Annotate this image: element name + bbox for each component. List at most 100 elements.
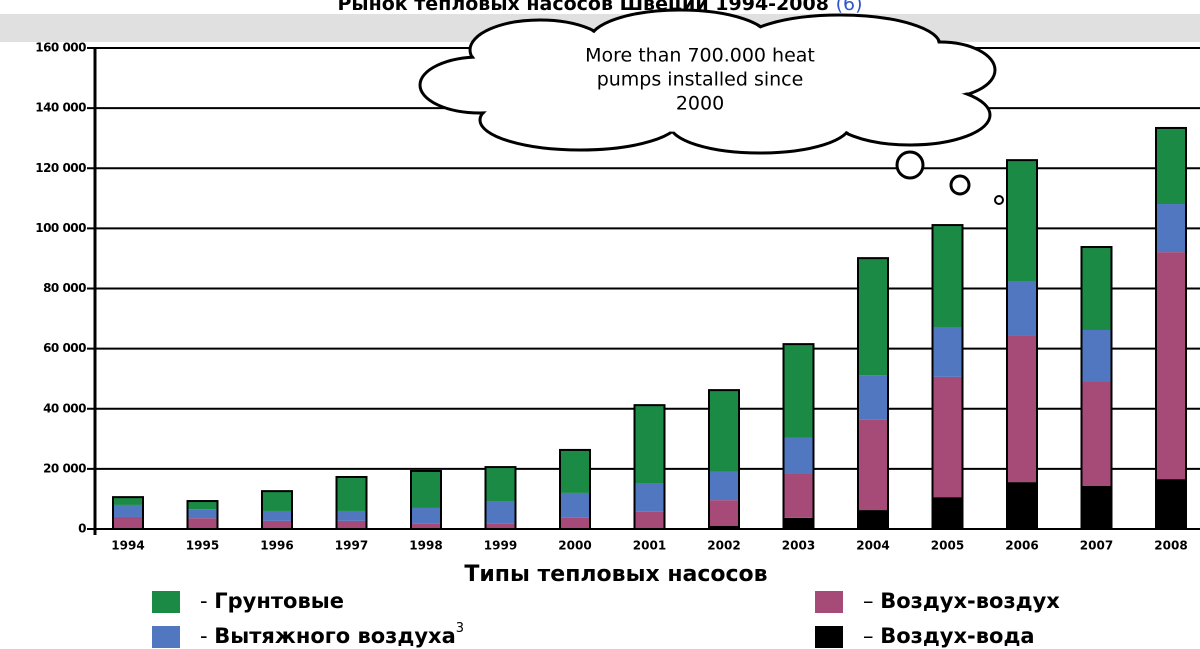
legend-swatch — [152, 591, 180, 613]
legend-name: Воздух-вода — [880, 624, 1034, 648]
bar-segment — [1007, 160, 1037, 281]
bar-segment — [858, 258, 888, 376]
bar-segment — [932, 376, 963, 498]
bar-segment — [113, 516, 143, 529]
legend-prefix: – — [863, 589, 874, 613]
bar-segment — [709, 500, 739, 526]
bar-segment — [411, 470, 441, 508]
annotation-line: pumps installed since — [597, 69, 804, 91]
y-tick-label: 60 000 — [43, 341, 86, 355]
bar-outline — [782, 343, 815, 530]
legend: – Воздух-вода – Воздух-воздух - Вытяжного … — [152, 589, 1060, 648]
bar-segment — [783, 473, 814, 518]
y-tick-label: 0 — [78, 522, 86, 536]
x-tick-label: 1995 — [186, 539, 219, 553]
legend-prefix: - — [200, 589, 208, 613]
bar-outline — [633, 404, 666, 530]
legend-prefix: - — [200, 624, 208, 648]
legend-swatch — [815, 591, 843, 613]
bar-outline — [484, 466, 517, 531]
legend-swatch — [815, 626, 843, 648]
bar-outline — [708, 389, 740, 530]
chart-title: Рынок тепловых насосов Швеции 1994-2008 … — [338, 0, 863, 15]
bar-segment — [709, 471, 739, 501]
x-tick-label: 2005 — [931, 539, 964, 553]
bar-segment — [1081, 247, 1112, 330]
x-tick-label: 1998 — [409, 539, 442, 553]
bar-segment — [1007, 280, 1037, 336]
bar-segment — [187, 501, 218, 510]
bar-segment — [932, 225, 963, 327]
bar-outline — [261, 490, 293, 530]
x-tick-label: 1994 — [111, 539, 144, 553]
bar-segment — [783, 437, 814, 474]
bar-segment — [634, 405, 665, 484]
bar-segment — [560, 492, 590, 518]
bar-segment — [560, 449, 590, 493]
legend-label: - Грунтовые — [200, 589, 344, 613]
legend-label: – Воздух-воздух — [863, 589, 1060, 613]
y-tick-label: 120 000 — [35, 161, 86, 175]
y-tick-label: 40 000 — [43, 401, 86, 415]
bar-segment — [1007, 335, 1037, 483]
bar-segment — [1156, 252, 1186, 480]
bar-segment — [560, 517, 590, 529]
bar-segment — [336, 476, 367, 511]
legend-prefix: – — [863, 624, 874, 648]
legend-label: - Вытяжного воздуха3 — [200, 621, 464, 649]
x-tick-label: 1996 — [260, 539, 293, 553]
bar-outline — [1155, 126, 1187, 530]
bar-segment — [783, 344, 814, 438]
bar-segment — [485, 501, 516, 524]
bar-segment — [411, 507, 441, 524]
bar-segment — [113, 504, 143, 517]
legend-name: Вытяжного воздуха — [214, 624, 455, 648]
legend-name: Грунтовые — [214, 589, 344, 613]
bar-segment — [187, 509, 218, 519]
bar-outline — [559, 448, 591, 531]
y-tick-label: 20 000 — [43, 461, 86, 475]
bar-segment — [858, 510, 888, 529]
legend-title: Типы тепловых насосов — [464, 562, 767, 587]
bar-segment — [187, 518, 218, 529]
x-tick-label: 2006 — [1005, 539, 1038, 553]
bar-outline — [186, 500, 219, 530]
annotation-line: More than 700.000 heat — [585, 45, 815, 67]
bar-segment — [634, 483, 665, 512]
bar-segment — [858, 419, 888, 511]
bar-segment — [709, 525, 739, 529]
title-ref: (6) — [836, 0, 863, 15]
bar-segment — [336, 510, 367, 521]
x-tick-label: 2004 — [856, 539, 889, 553]
bar-segment — [1081, 486, 1112, 529]
y-tick-label: 80 000 — [43, 281, 86, 295]
bar-segment — [1156, 127, 1186, 205]
legend-swatch — [152, 626, 180, 648]
bar-outline — [112, 496, 144, 531]
bar-outline — [410, 469, 442, 530]
bar-segment — [1081, 381, 1112, 487]
bar-segment — [783, 517, 814, 529]
legend-label: – Воздух-вода — [863, 624, 1035, 648]
title-text: Рынок тепловых насосов Швеции 1994-2008 — [338, 0, 829, 15]
bar-segment — [262, 510, 292, 521]
bar-segment — [411, 523, 441, 529]
x-tick-label: 1999 — [484, 539, 517, 553]
bar-segment — [1081, 329, 1112, 382]
x-tick-label: 2008 — [1154, 539, 1187, 553]
bar-segment — [485, 467, 516, 502]
bar-segment — [336, 520, 367, 529]
bar-segment — [858, 375, 888, 420]
bar-outline — [1006, 159, 1038, 530]
x-tick-label: 2000 — [558, 539, 591, 553]
x-tick-label: 2001 — [633, 539, 666, 553]
bar-segment — [1007, 482, 1037, 529]
legend-note: 3 — [456, 621, 464, 636]
bar-segment — [932, 326, 963, 377]
bars: 1994 1995 1996 1997 1998 1999 2000 2001 2002 2003… — [111, 126, 1188, 553]
bar-outline — [931, 224, 964, 531]
y-tick-label: 140 000 — [35, 101, 86, 115]
bar-outline — [1080, 246, 1113, 530]
y-tick-label: 100 000 — [35, 221, 86, 235]
